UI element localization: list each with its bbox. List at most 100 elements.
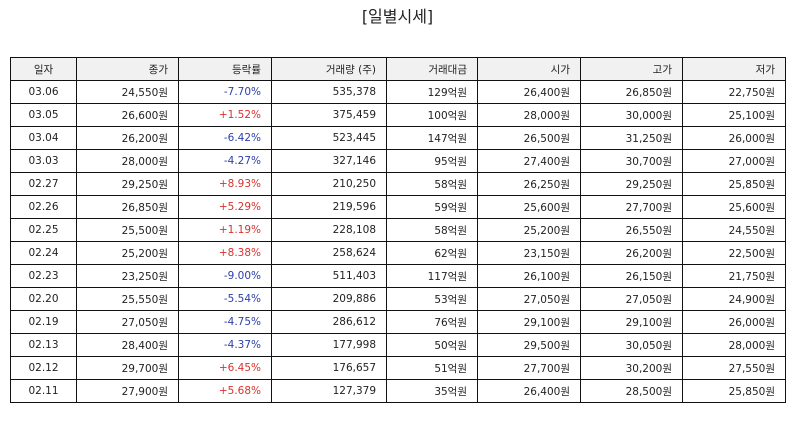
cell-high: 30,200원 [580,356,683,380]
cell-open: 26,250원 [477,172,581,196]
cell-close: 26,850원 [76,195,179,219]
cell-low: 26,000원 [682,126,786,150]
cell-high: 31,250원 [580,126,683,150]
cell-open: 25,200원 [477,218,581,242]
cell-open: 29,100원 [477,310,581,334]
column-header-high: 고가 [580,57,683,81]
cell-volume: 209,886 [271,287,387,311]
cell-low: 22,750원 [682,80,786,104]
cell-close: 25,550원 [76,287,179,311]
cell-volume: 511,403 [271,264,387,288]
cell-high: 29,100원 [580,310,683,334]
cell-open: 23,150원 [477,241,581,265]
daily-price-table: 일자 종가 등락률 거래량 (주) 거래대금 시가 고가 저가 03.06 24,… [10,57,786,403]
cell-date: 02.11 [10,379,77,403]
column-header-amount: 거래대금 [386,57,478,81]
table-row: 02.19 27,050원 -4.75% 286,612 76억원 29,100원 29,1… [10,310,786,334]
column-header-close: 종가 [76,57,179,81]
cell-high: 30,700원 [580,149,683,173]
cell-change: -6.42% [178,126,272,150]
cell-date: 02.12 [10,356,77,380]
cell-amount: 76억원 [386,310,478,334]
cell-open: 28,000원 [477,103,581,127]
cell-low: 21,750원 [682,264,786,288]
table-row: 02.11 27,900원 +5.68% 127,379 35억원 26,400원 28,5… [10,379,786,403]
table-row: 02.20 25,550원 -5.54% 209,886 53억원 27,050원 27,0… [10,287,786,311]
table-row: 02.12 29,700원 +6.45% 176,657 51억원 27,700원 30,2… [10,356,786,380]
cell-low: 22,500원 [682,241,786,265]
cell-high: 26,150원 [580,264,683,288]
cell-close: 24,550원 [76,80,179,104]
cell-low: 25,850원 [682,379,786,403]
cell-amount: 129억원 [386,80,478,104]
cell-amount: 147억원 [386,126,478,150]
cell-amount: 62억원 [386,241,478,265]
cell-volume: 176,657 [271,356,387,380]
cell-date: 02.19 [10,310,77,334]
cell-close: 23,250원 [76,264,179,288]
cell-date: 02.24 [10,241,77,265]
cell-high: 29,250원 [580,172,683,196]
cell-date: 02.20 [10,287,77,311]
cell-open: 27,700원 [477,356,581,380]
cell-change: -4.27% [178,149,272,173]
cell-low: 25,100원 [682,103,786,127]
cell-low: 27,550원 [682,356,786,380]
cell-date: 02.25 [10,218,77,242]
cell-change: -4.75% [178,310,272,334]
cell-date: 02.26 [10,195,77,219]
cell-open: 25,600원 [477,195,581,219]
table-row: 02.24 25,200원 +8.38% 258,624 62억원 23,150원 26,2… [10,241,786,265]
cell-open: 26,100원 [477,264,581,288]
cell-close: 29,250원 [76,172,179,196]
cell-volume: 219,596 [271,195,387,219]
cell-low: 25,600원 [682,195,786,219]
cell-change: +6.45% [178,356,272,380]
cell-amount: 53억원 [386,287,478,311]
cell-high: 26,850원 [580,80,683,104]
cell-volume: 327,146 [271,149,387,173]
cell-high: 27,700원 [580,195,683,219]
cell-volume: 523,445 [271,126,387,150]
cell-high: 26,200원 [580,241,683,265]
cell-low: 24,550원 [682,218,786,242]
cell-close: 26,200원 [76,126,179,150]
table-body: 03.06 24,550원 -7.70% 535,378 129억원 26,400원 26,… [10,80,786,403]
table-row: 03.05 26,600원 +1.52% 375,459 100억원 28,000원 30,… [10,103,786,127]
cell-low: 24,900원 [682,287,786,311]
cell-close: 26,600원 [76,103,179,127]
cell-open: 29,500원 [477,333,581,357]
table-row: 02.27 29,250원 +8.93% 210,250 58억원 26,250원 29,2… [10,172,786,196]
cell-change: +5.29% [178,195,272,219]
cell-volume: 286,612 [271,310,387,334]
cell-high: 30,000원 [580,103,683,127]
cell-volume: 375,459 [271,103,387,127]
cell-amount: 100억원 [386,103,478,127]
cell-amount: 51억원 [386,356,478,380]
cell-close: 27,050원 [76,310,179,334]
cell-amount: 35억원 [386,379,478,403]
cell-close: 25,200원 [76,241,179,265]
table-row: 03.06 24,550원 -7.70% 535,378 129억원 26,400원 26,… [10,80,786,104]
column-header-date: 일자 [10,57,77,81]
table-row: 02.26 26,850원 +5.29% 219,596 59억원 25,600원 27,7… [10,195,786,219]
cell-date: 02.27 [10,172,77,196]
cell-change: -7.70% [178,80,272,104]
cell-volume: 535,378 [271,80,387,104]
cell-high: 28,500원 [580,379,683,403]
table-row: 03.03 28,000원 -4.27% 327,146 95억원 27,400원 30,7… [10,149,786,173]
cell-change: +8.38% [178,241,272,265]
cell-change: +1.19% [178,218,272,242]
cell-close: 29,700원 [76,356,179,380]
cell-date: 03.05 [10,103,77,127]
table-row: 03.04 26,200원 -6.42% 523,445 147억원 26,500원 31,… [10,126,786,150]
cell-change: -5.54% [178,287,272,311]
cell-amount: 59억원 [386,195,478,219]
column-header-volume: 거래량 (주) [271,57,387,81]
cell-close: 25,500원 [76,218,179,242]
cell-date: 03.04 [10,126,77,150]
cell-amount: 58억원 [386,218,478,242]
column-header-open: 시가 [477,57,581,81]
cell-change: +1.52% [178,103,272,127]
cell-date: 02.23 [10,264,77,288]
